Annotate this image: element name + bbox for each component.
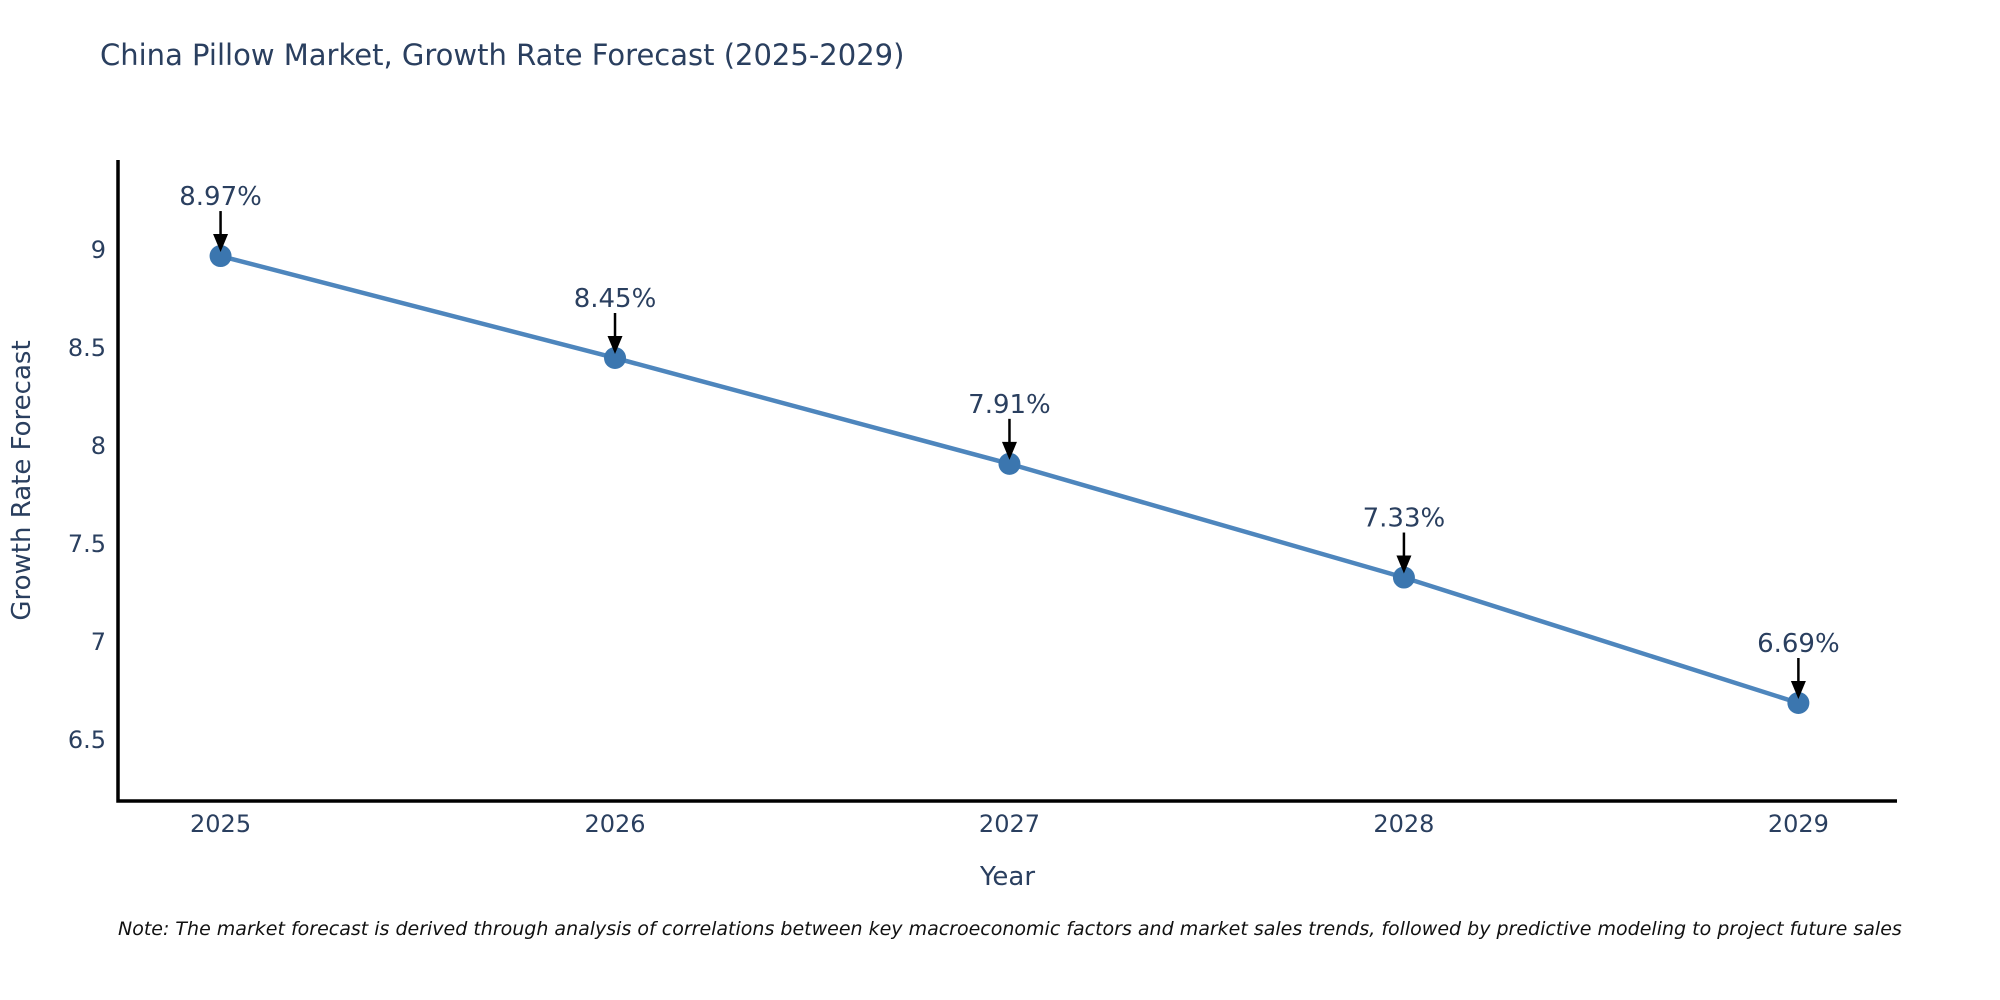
data-point-marker bbox=[209, 245, 232, 268]
annotation-label: 8.97% bbox=[179, 182, 262, 212]
x-tick-label: 2029 bbox=[1768, 810, 1829, 838]
y-tick-label: 6.5 bbox=[68, 726, 106, 754]
y-tick-label: 9 bbox=[91, 236, 106, 264]
y-tick-label: 7 bbox=[91, 628, 106, 656]
annotation-arrowhead-icon bbox=[1790, 680, 1806, 699]
y-tick-label: 8 bbox=[91, 432, 106, 460]
data-point-marker bbox=[998, 452, 1021, 475]
data-point-marker bbox=[604, 346, 627, 369]
chart-title: China Pillow Market, Growth Rate Forecas… bbox=[100, 38, 905, 72]
annotation-arrowhead-icon bbox=[1001, 441, 1017, 460]
y-tick-label: 8.5 bbox=[68, 334, 106, 362]
x-tick-label: 2025 bbox=[190, 810, 251, 838]
annotation-label: 8.45% bbox=[574, 284, 657, 314]
x-tick-label: 2028 bbox=[1373, 810, 1434, 838]
x-tick-label: 2027 bbox=[979, 810, 1040, 838]
series-line bbox=[218, 253, 1801, 706]
annotation-arrowhead-icon bbox=[213, 234, 229, 253]
chart-note: Note: The market forecast is derived thr… bbox=[118, 918, 1902, 940]
axis-lines bbox=[116, 160, 1897, 803]
y-tick-label: 7.5 bbox=[68, 530, 106, 558]
annotation-arrowhead-icon bbox=[1396, 555, 1412, 574]
x-tick-label: 2026 bbox=[584, 810, 645, 838]
annotation-label: 7.91% bbox=[968, 390, 1051, 420]
x-axis-title: Year bbox=[979, 862, 1035, 892]
data-point-marker bbox=[1787, 691, 1810, 714]
annotation-label: 6.69% bbox=[1757, 629, 1840, 659]
annotation-label: 7.33% bbox=[1363, 504, 1446, 534]
y-axis-title: Growth Rate Forecast bbox=[7, 340, 37, 620]
annotation-arrowhead-icon bbox=[607, 335, 623, 354]
data-point-marker bbox=[1392, 566, 1415, 589]
